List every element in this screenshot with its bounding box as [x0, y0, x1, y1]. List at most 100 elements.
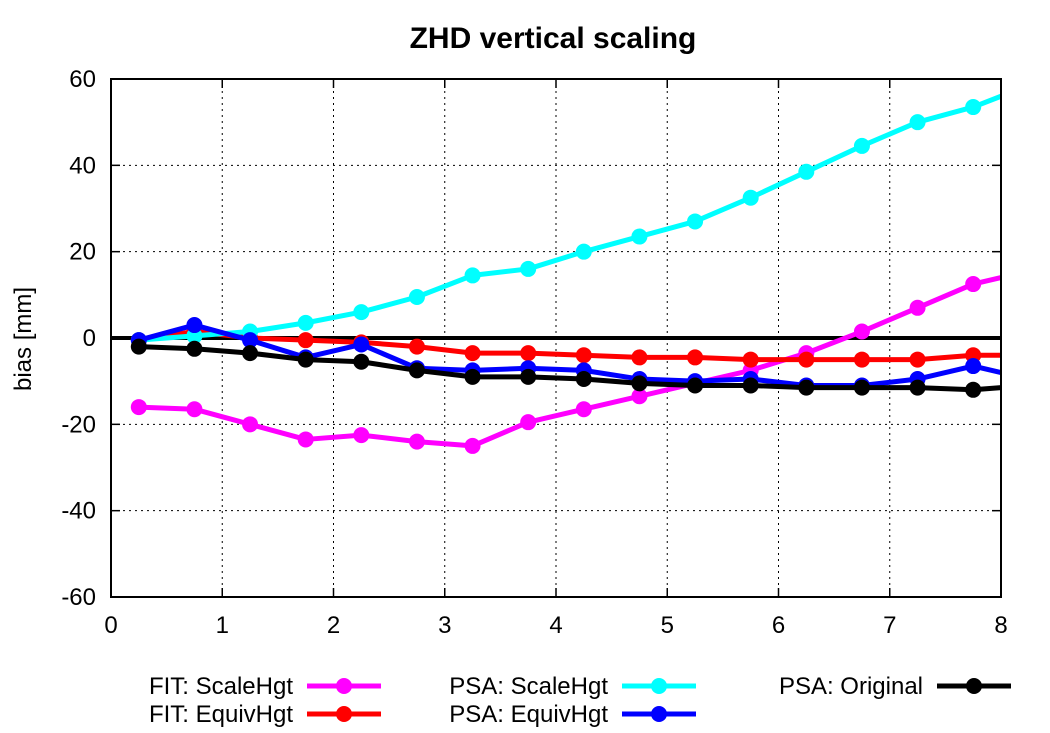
y-tick-label: 60 [69, 66, 96, 93]
data-point [687, 349, 704, 366]
data-point [297, 351, 314, 368]
legend-item: PSA: EquivHgt [449, 701, 696, 728]
data-point [464, 368, 481, 385]
data-point [186, 340, 203, 357]
legend-label: PSA: EquivHgt [449, 701, 608, 728]
data-point [965, 276, 982, 293]
data-point [853, 137, 870, 154]
data-point [798, 351, 815, 368]
y-tick-label: 20 [69, 239, 96, 266]
data-point [798, 163, 815, 180]
data-point [909, 299, 926, 316]
data-point [853, 379, 870, 396]
data-point [575, 243, 592, 260]
chart-title: ZHD vertical scaling [410, 22, 697, 55]
data-point [853, 323, 870, 340]
data-point [353, 427, 370, 444]
plot-frame [110, 78, 1002, 598]
data-point [408, 362, 425, 379]
x-tick-label: 8 [994, 612, 1007, 639]
data-point [186, 317, 203, 334]
y-tick-label: 40 [69, 152, 96, 179]
data-point [631, 388, 648, 405]
data-point [520, 260, 537, 277]
y-tick-label: -60 [61, 584, 96, 611]
data-point [687, 377, 704, 394]
data-point [353, 336, 370, 353]
data-point [242, 416, 259, 433]
legend-item: FIT: EquivHgt [149, 701, 381, 728]
data-point [575, 371, 592, 388]
series-4 [130, 338, 1002, 398]
data-point [631, 228, 648, 245]
data-point [353, 304, 370, 321]
data-point [965, 381, 982, 398]
x-tick-label: 5 [661, 612, 674, 639]
data-point [297, 431, 314, 448]
legend-label: PSA: ScaleHgt [449, 673, 608, 700]
data-point [353, 353, 370, 370]
data-point [130, 399, 147, 416]
data-point [909, 379, 926, 396]
data-point [742, 189, 759, 206]
data-point [965, 99, 982, 116]
data-point [631, 375, 648, 392]
data-point [520, 414, 537, 431]
series-line [138, 93, 1002, 343]
data-point [909, 351, 926, 368]
data-point [909, 114, 926, 131]
legend-swatch-marker [651, 706, 667, 722]
legend-swatch-marker [966, 678, 982, 694]
data-point [520, 368, 537, 385]
x-tick-label: 7 [883, 612, 896, 639]
x-tick-label: 4 [549, 612, 562, 639]
data-point [687, 213, 704, 230]
x-tick-label: 3 [438, 612, 451, 639]
data-point [464, 437, 481, 454]
data-point [297, 314, 314, 331]
x-tick-label: 0 [104, 612, 117, 639]
data-point [297, 332, 314, 349]
legend-swatch-marker [651, 678, 667, 694]
data-point [408, 288, 425, 305]
x-tick-labels: 0 1 2 3 4 5 6 7 8 [104, 612, 1007, 639]
data-point [798, 379, 815, 396]
legend-label: FIT: EquivHgt [149, 701, 293, 728]
y-tick-label: 0 [83, 325, 96, 352]
series-0 [130, 275, 1002, 454]
data-point [520, 345, 537, 362]
data-point [965, 358, 982, 375]
legend-item: PSA: Original [779, 673, 1011, 700]
data-point [242, 345, 259, 362]
legend-label: PSA: Original [779, 673, 923, 700]
data-point [631, 349, 648, 366]
data-point [853, 351, 870, 368]
data-point [575, 347, 592, 364]
data-point [242, 332, 259, 349]
x-tick-label: 6 [772, 612, 785, 639]
series-2 [130, 93, 1002, 349]
legend-swatch-marker [336, 678, 352, 694]
y-tick-label: -20 [61, 411, 96, 438]
data-point [464, 267, 481, 284]
data-point [575, 401, 592, 418]
legend-swatch-marker [336, 706, 352, 722]
legend-item: PSA: ScaleHgt [449, 673, 696, 700]
series-group [130, 93, 1002, 454]
data-point [130, 338, 147, 355]
data-point [464, 345, 481, 362]
data-point [408, 433, 425, 450]
data-point [186, 401, 203, 418]
y-axis-label: bias [mm] [10, 287, 37, 391]
y-tick-label: -40 [61, 498, 96, 525]
x-tick-label: 2 [327, 612, 340, 639]
data-point [742, 377, 759, 394]
data-point [742, 351, 759, 368]
y-tick-labels: -60 -40 -20 0 20 40 60 [61, 66, 96, 611]
data-point [408, 338, 425, 355]
legend-item: FIT: ScaleHgt [149, 673, 381, 700]
x-tick-label: 1 [216, 612, 229, 639]
legend-label: FIT: ScaleHgt [149, 673, 293, 700]
